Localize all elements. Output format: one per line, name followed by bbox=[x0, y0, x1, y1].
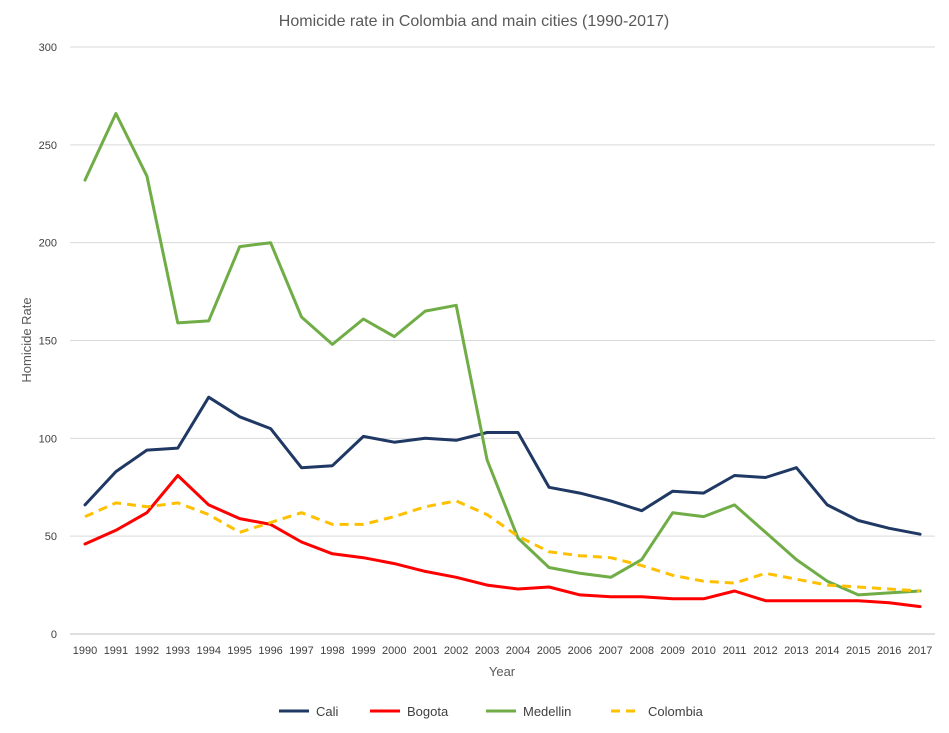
x-tick-label: 2012 bbox=[753, 645, 777, 657]
x-axis-ticks: 1990 1991 1992 1993 1994 1995 1996 1997 1998 1999… bbox=[73, 645, 933, 657]
x-tick-label: 1990 bbox=[73, 645, 97, 657]
x-tick-label: 2008 bbox=[629, 645, 653, 657]
x-tick-label: 1993 bbox=[166, 645, 190, 657]
x-tick-label: 2001 bbox=[413, 645, 437, 657]
x-tick-label: 2004 bbox=[506, 645, 530, 657]
x-axis-label: Year bbox=[489, 664, 516, 679]
legend-label-cali: Cali bbox=[316, 704, 339, 719]
chart-title: Homicide rate in Colombia and main citie… bbox=[279, 13, 669, 30]
x-tick-label: 2017 bbox=[908, 645, 932, 657]
y-tick-label: 0 bbox=[51, 629, 57, 641]
series-line-cali bbox=[83, 395, 922, 536]
y-axis-label: Homicide Rate bbox=[19, 297, 34, 382]
x-tick-label: 2011 bbox=[723, 645, 747, 657]
legend: Cali Bogota Medellin Colombia bbox=[279, 704, 704, 719]
legend-label-colombia: Colombia bbox=[648, 704, 704, 719]
x-tick-label: 2014 bbox=[815, 645, 839, 657]
y-tick-label: 50 bbox=[45, 531, 57, 543]
y-tick-label: 250 bbox=[39, 140, 57, 152]
x-tick-label: 2002 bbox=[444, 645, 468, 657]
x-tick-label: 1995 bbox=[227, 645, 251, 657]
series-line-bogota bbox=[83, 474, 922, 609]
series-line-colombia bbox=[84, 499, 921, 593]
x-tick-label: 1998 bbox=[320, 645, 344, 657]
legend-label-bogota: Bogota bbox=[407, 704, 449, 719]
x-tick-label: 2007 bbox=[599, 645, 623, 657]
x-tick-label: 2003 bbox=[475, 645, 499, 657]
x-tick-label: 1999 bbox=[351, 645, 375, 657]
y-tick-label: 150 bbox=[39, 336, 57, 348]
series-line-medellin bbox=[83, 112, 922, 597]
x-tick-label: 2006 bbox=[568, 645, 592, 657]
x-tick-label: 2013 bbox=[784, 645, 808, 657]
x-tick-label: 2010 bbox=[691, 645, 715, 657]
legend-label-medellin: Medellin bbox=[523, 704, 571, 719]
x-tick-label: 2015 bbox=[846, 645, 870, 657]
x-tick-label: 1992 bbox=[135, 645, 159, 657]
x-tick-label: 1994 bbox=[196, 645, 220, 657]
x-tick-label: 2000 bbox=[382, 645, 406, 657]
x-tick-label: 2005 bbox=[537, 645, 561, 657]
gridlines bbox=[70, 46, 935, 635]
x-tick-label: 1997 bbox=[289, 645, 313, 657]
y-tick-label: 200 bbox=[39, 238, 57, 250]
x-tick-label: 2016 bbox=[877, 645, 901, 657]
y-tick-label: 100 bbox=[39, 433, 57, 445]
y-tick-label: 300 bbox=[39, 42, 57, 54]
x-tick-label: 1991 bbox=[104, 645, 128, 657]
x-tick-label: 1996 bbox=[258, 645, 282, 657]
series-lines bbox=[83, 112, 922, 609]
y-axis-ticks: 0 50 100 150 200 250 300 bbox=[39, 42, 57, 641]
x-tick-label: 2009 bbox=[660, 645, 684, 657]
